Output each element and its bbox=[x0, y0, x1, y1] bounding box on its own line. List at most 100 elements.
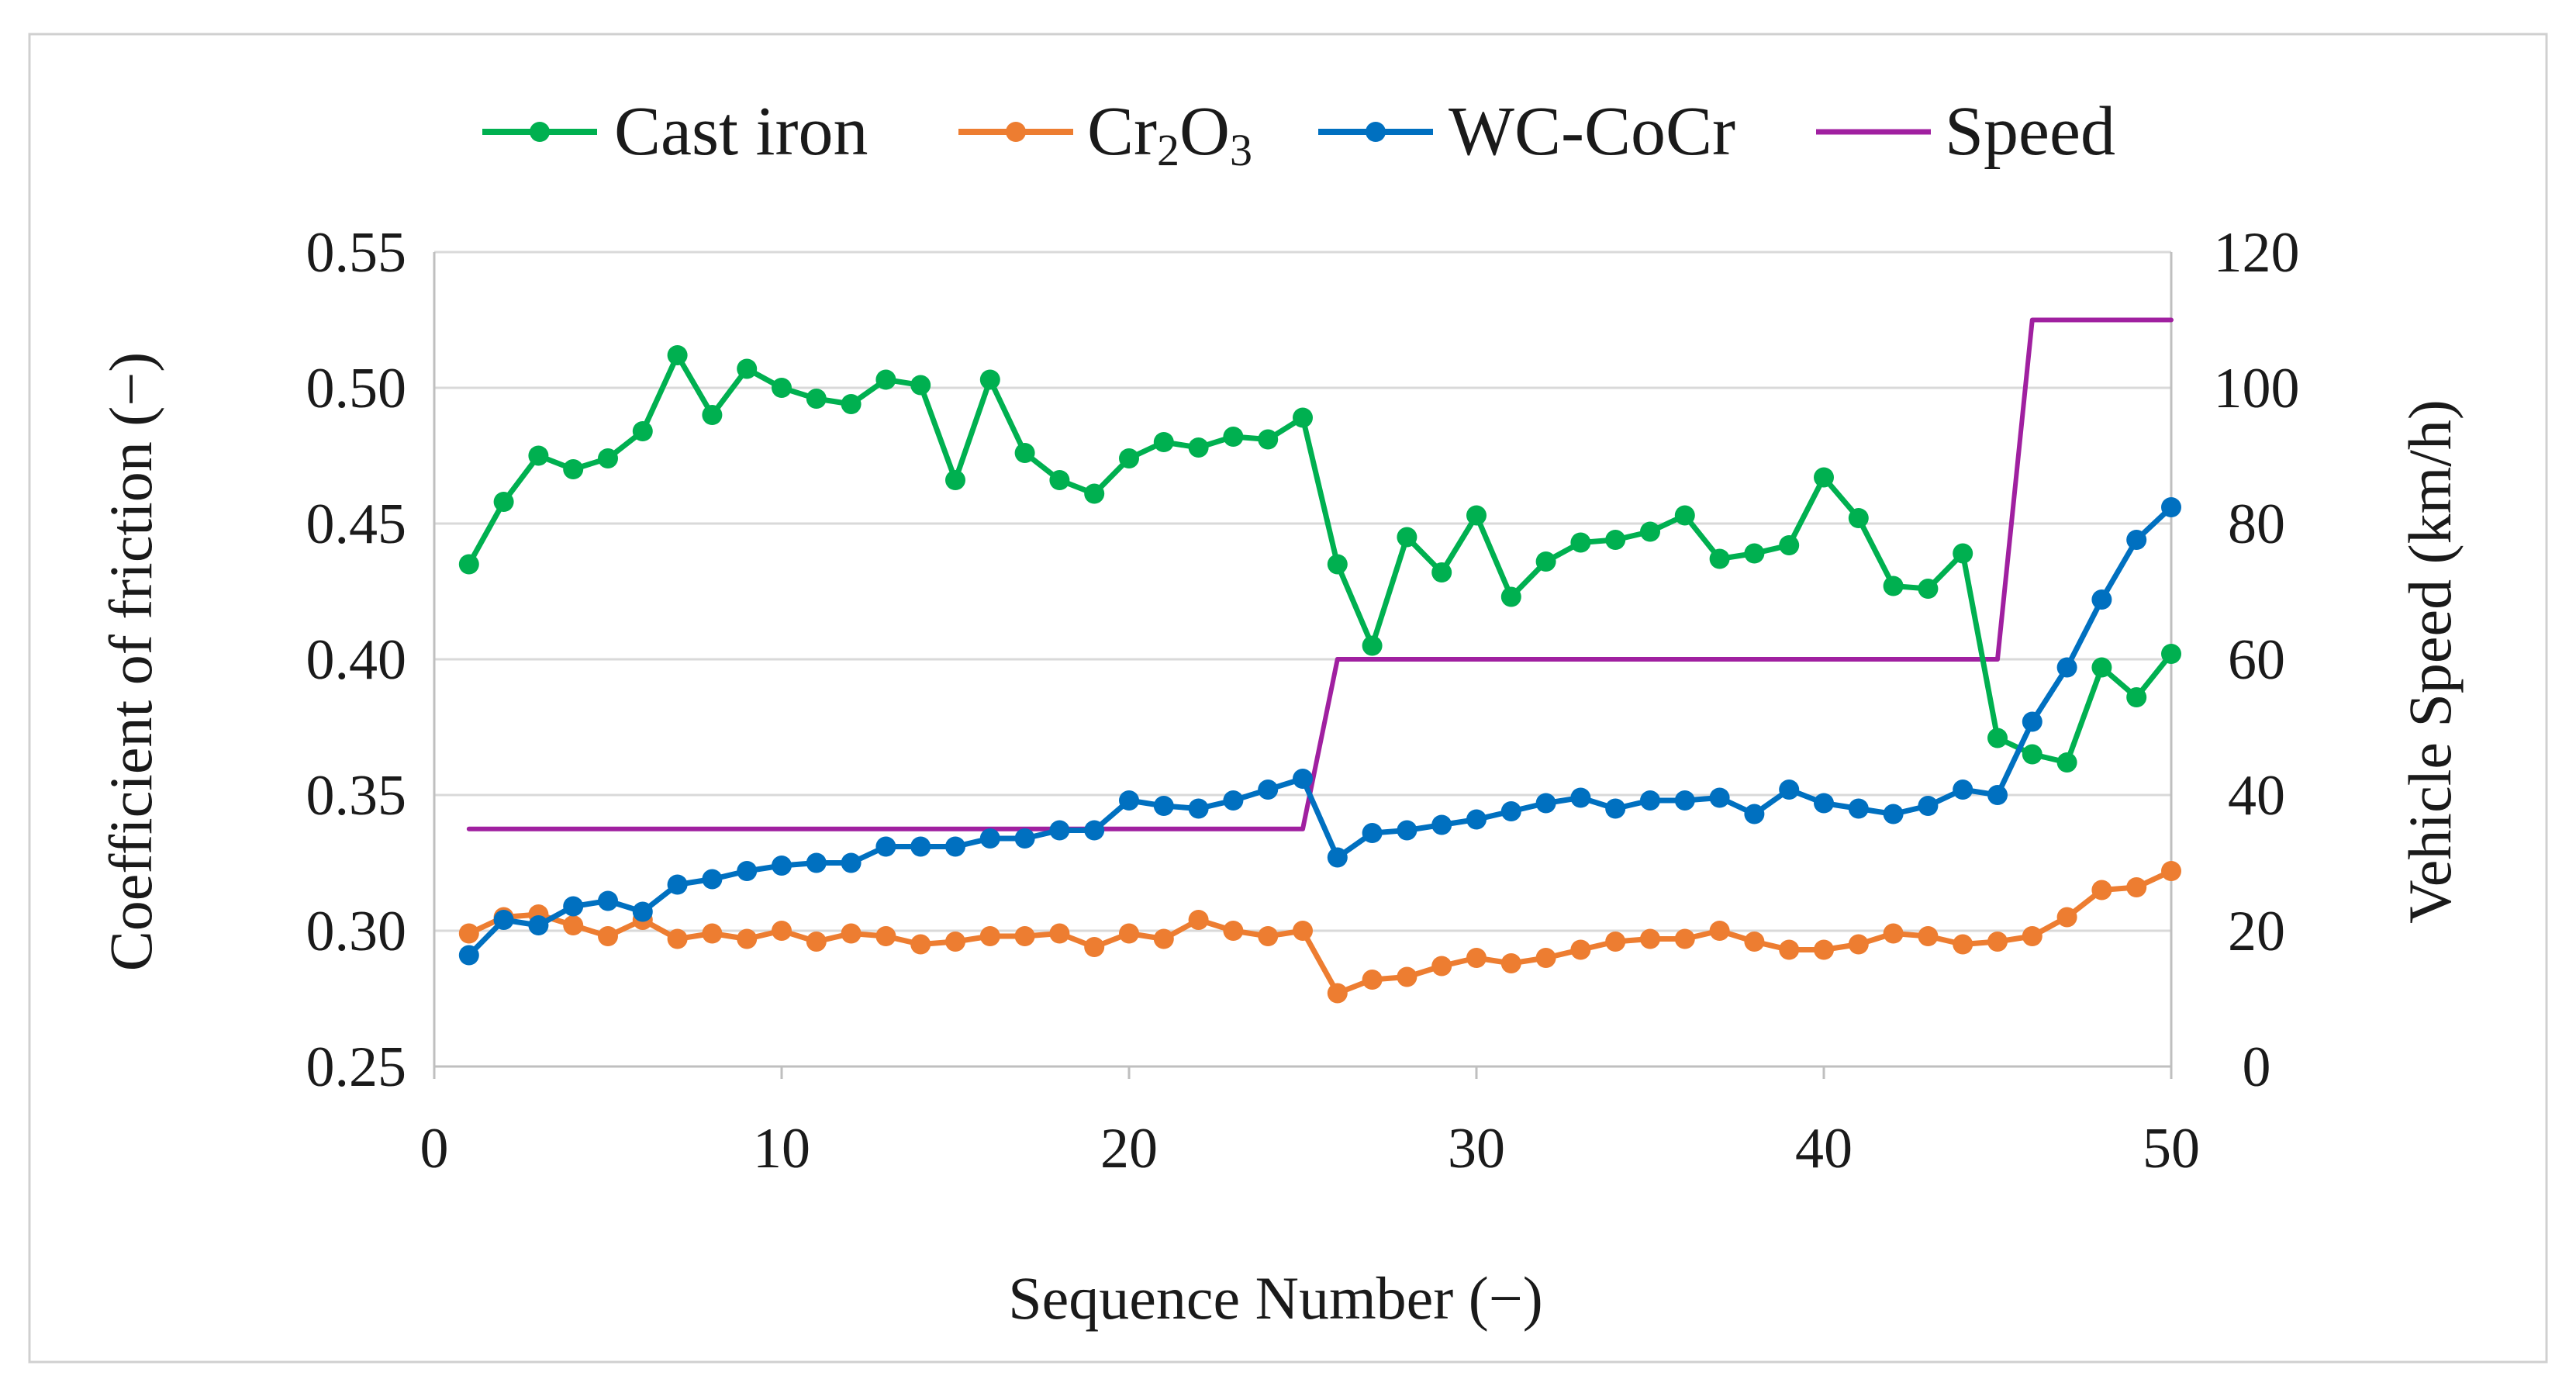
y-axis-title: Coefficient of friction (−) bbox=[97, 352, 164, 971]
data-point-cr2o3 bbox=[1500, 953, 1521, 973]
data-point-wc-cocr bbox=[1397, 820, 1417, 841]
data-point-wc-cocr bbox=[1119, 790, 1139, 811]
data-point-cast-iron bbox=[1570, 532, 1591, 553]
data-point-wc-cocr bbox=[458, 945, 479, 966]
series-wc-cocr bbox=[458, 497, 2181, 966]
legend-cr2o3-sub-3: 3 bbox=[1230, 125, 1252, 175]
data-point-cast-iron bbox=[1883, 576, 1904, 596]
legend-label-wc-cocr: WC-CoCr bbox=[1449, 93, 1735, 170]
data-point-cr2o3 bbox=[1779, 939, 1800, 960]
data-point-cr2o3 bbox=[1918, 926, 1939, 946]
data-point-cast-iron bbox=[1258, 429, 1279, 450]
data-point-cr2o3 bbox=[1431, 956, 1452, 977]
data-point-wc-cocr bbox=[1153, 796, 1174, 816]
x-tick-label: 20 bbox=[1100, 1117, 1158, 1180]
data-point-cast-iron bbox=[1814, 467, 1834, 488]
data-point-cast-iron bbox=[1327, 554, 1348, 575]
data-point-cr2o3 bbox=[2161, 861, 2181, 881]
data-point-cr2o3 bbox=[1848, 934, 1869, 955]
data-point-wc-cocr bbox=[910, 836, 931, 857]
data-point-wc-cocr bbox=[1049, 820, 1070, 841]
legend-cr2o3-part-o: O bbox=[1179, 93, 1230, 170]
y2-tick-label: 40 bbox=[2228, 764, 2285, 828]
legend-item-cast-iron: Cast iron bbox=[482, 93, 868, 170]
data-point-wc-cocr bbox=[667, 874, 688, 895]
data-point-cr2o3 bbox=[1362, 970, 1383, 990]
data-point-cast-iron bbox=[632, 421, 653, 441]
data-point-cr2o3 bbox=[2056, 907, 2077, 928]
data-point-cr2o3 bbox=[2091, 880, 2112, 900]
data-point-cast-iron bbox=[1709, 548, 1730, 569]
data-point-cast-iron bbox=[772, 378, 792, 398]
data-point-wc-cocr bbox=[2091, 589, 2112, 610]
legend-label-speed: Speed bbox=[1945, 93, 2115, 170]
y-tick-label: 0.40 bbox=[306, 628, 407, 692]
legend-label-cr2o3: Cr2O3 bbox=[1087, 93, 1252, 175]
data-point-cast-iron bbox=[1188, 437, 1209, 458]
data-point-wc-cocr bbox=[1084, 820, 1105, 841]
series-speed bbox=[466, 317, 2174, 831]
data-point-cr2o3 bbox=[667, 928, 688, 949]
data-point-wc-cocr bbox=[1293, 769, 1313, 789]
data-point-cr2o3 bbox=[702, 923, 723, 944]
data-point-cast-iron bbox=[2056, 752, 2077, 773]
data-point-cast-iron bbox=[702, 405, 723, 425]
y2-tick-label: 20 bbox=[2228, 900, 2285, 963]
data-point-wc-cocr bbox=[1570, 787, 1591, 808]
data-point-cr2o3 bbox=[841, 923, 862, 944]
y-tick-label: 0.45 bbox=[306, 493, 407, 556]
data-point-wc-cocr bbox=[1953, 780, 1973, 800]
data-point-cr2o3 bbox=[1674, 928, 1695, 949]
data-point-cr2o3 bbox=[563, 915, 584, 935]
x-tick-label: 50 bbox=[2143, 1117, 2200, 1180]
data-point-wc-cocr bbox=[1883, 804, 1904, 824]
y2-tick-label: 0 bbox=[2243, 1035, 2271, 1099]
data-point-cr2o3 bbox=[737, 928, 758, 949]
data-point-wc-cocr bbox=[1258, 780, 1279, 800]
data-point-cr2o3 bbox=[1223, 921, 1244, 941]
data-point-cr2o3 bbox=[1709, 921, 1730, 941]
data-point-cast-iron bbox=[1744, 543, 1765, 564]
data-point-wc-cocr bbox=[1466, 809, 1487, 830]
data-point-cr2o3 bbox=[1987, 932, 2008, 952]
y2-tick-label: 120 bbox=[2214, 221, 2300, 285]
data-point-wc-cocr bbox=[702, 869, 723, 890]
data-point-wc-cocr bbox=[2056, 657, 2077, 678]
data-point-wc-cocr bbox=[1605, 798, 1626, 819]
data-point-cast-iron bbox=[806, 389, 827, 409]
y-tick-label: 0.25 bbox=[306, 1035, 407, 1099]
data-point-cr2o3 bbox=[910, 934, 931, 955]
data-point-wc-cocr bbox=[806, 852, 827, 873]
data-point-wc-cocr bbox=[528, 915, 549, 935]
data-point-cr2o3 bbox=[1188, 910, 1209, 930]
data-point-cr2o3 bbox=[1953, 934, 1973, 955]
x-tick-label: 0 bbox=[420, 1117, 449, 1180]
data-point-cast-iron bbox=[1535, 551, 1556, 572]
data-point-wc-cocr bbox=[2161, 497, 2181, 517]
data-point-cast-iron bbox=[1293, 407, 1313, 428]
data-point-cast-iron bbox=[1049, 470, 1070, 490]
series-layer bbox=[458, 317, 2181, 1004]
data-point-cast-iron bbox=[1605, 530, 1626, 550]
y2-axis-title: Vehicle Speed (km/h) bbox=[2396, 399, 2464, 924]
y2-tick-label: 60 bbox=[2228, 628, 2285, 692]
data-point-cast-iron bbox=[1466, 505, 1487, 526]
data-point-wc-cocr bbox=[1918, 796, 1939, 816]
data-point-cr2o3 bbox=[1119, 923, 1139, 944]
data-point-cr2o3 bbox=[945, 932, 965, 952]
data-point-cast-iron bbox=[2091, 657, 2112, 678]
legend-item-wc-cocr: WC-CoCr bbox=[1318, 93, 1735, 170]
data-point-wc-cocr bbox=[1223, 790, 1244, 811]
data-point-cr2o3 bbox=[1327, 983, 1348, 1004]
x-tick-label: 10 bbox=[753, 1117, 810, 1180]
data-point-wc-cocr bbox=[1987, 785, 2008, 805]
data-point-cr2o3 bbox=[598, 926, 618, 946]
data-point-cr2o3 bbox=[458, 923, 479, 944]
data-point-cr2o3 bbox=[1049, 923, 1070, 944]
data-point-cr2o3 bbox=[979, 926, 1000, 946]
data-point-wc-cocr bbox=[1327, 847, 1348, 868]
legend: Cast iron Cr2O3 WC-CoCr Speed bbox=[482, 93, 2115, 175]
data-point-cr2o3 bbox=[1640, 928, 1660, 949]
data-point-cr2o3 bbox=[1293, 921, 1313, 941]
legend-marker-cast-iron bbox=[530, 122, 550, 142]
